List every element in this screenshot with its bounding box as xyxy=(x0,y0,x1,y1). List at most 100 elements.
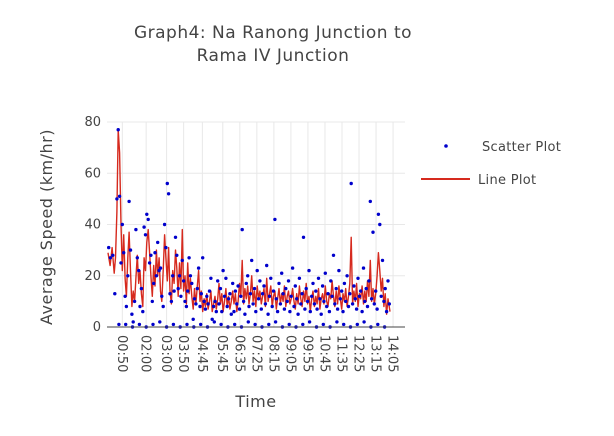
scatter-point xyxy=(387,302,391,306)
scatter-point xyxy=(221,268,225,273)
scatter-point xyxy=(378,222,382,227)
scatter-point xyxy=(211,304,216,309)
scatter-point xyxy=(207,289,212,293)
scatter-point xyxy=(372,302,376,306)
scatter-point xyxy=(190,281,194,286)
y-tick-label: 20 xyxy=(84,269,101,284)
scatter-point xyxy=(284,286,288,291)
scatter-point xyxy=(219,322,223,327)
scatter-point xyxy=(344,299,348,304)
scatter-point xyxy=(143,233,148,237)
scatter-point xyxy=(142,225,146,229)
scatter-point xyxy=(145,212,149,216)
scatter-point xyxy=(237,307,242,311)
scatter-point xyxy=(256,297,261,301)
scatter-point xyxy=(236,284,240,288)
scatter-point xyxy=(210,317,214,321)
scatter-point xyxy=(269,276,273,280)
scatter-point xyxy=(293,284,297,288)
scatter-point xyxy=(301,235,306,239)
scatter-point xyxy=(335,307,340,311)
scatter-point xyxy=(350,302,355,306)
scatter-point xyxy=(333,302,337,306)
scatter-point xyxy=(285,299,289,304)
scatter-point xyxy=(224,276,228,280)
scatter-point xyxy=(326,292,330,296)
scatter-point xyxy=(289,294,293,298)
scatter-point xyxy=(362,320,366,324)
scatter-point xyxy=(169,299,174,304)
scatter-point xyxy=(166,192,171,196)
scatter-point xyxy=(277,281,281,286)
scatter-point xyxy=(176,286,180,291)
scatter-point xyxy=(341,309,345,314)
scatter-point xyxy=(213,299,217,304)
scatter-point xyxy=(171,274,175,278)
scatter-point xyxy=(280,271,284,275)
scatter-point xyxy=(226,297,231,301)
scatter-point xyxy=(132,299,137,304)
scatter-point xyxy=(162,222,167,227)
x-tick-label: 09:55 xyxy=(299,335,314,372)
scatter-point xyxy=(355,322,359,327)
scatter-point xyxy=(321,322,325,327)
scatter-point xyxy=(282,307,287,311)
scatter-point xyxy=(222,294,227,298)
scatter-point xyxy=(149,253,153,257)
scatter-point xyxy=(342,322,346,327)
scatter-point xyxy=(274,297,278,301)
scatter-point xyxy=(232,309,236,314)
scatter-point xyxy=(203,307,208,311)
scatter-point xyxy=(273,217,277,222)
scatter-point xyxy=(304,286,308,291)
scatter-point xyxy=(154,274,159,278)
scatter-point xyxy=(240,227,244,232)
scatter-point xyxy=(353,297,357,301)
scatter-point xyxy=(235,302,239,306)
scatter-point xyxy=(172,289,176,293)
x-tick-label: 11:35 xyxy=(333,335,348,372)
scatter-point xyxy=(342,281,347,286)
scatter-point xyxy=(177,274,182,278)
y-tick-label: 0 xyxy=(93,320,101,335)
x-tick-label: 14:05 xyxy=(385,335,400,372)
scatter-point xyxy=(120,222,125,227)
scatter-point xyxy=(158,320,162,324)
scatter-point xyxy=(267,322,271,327)
scatter-point xyxy=(122,251,126,255)
scatter-point xyxy=(307,268,311,273)
scatter-point xyxy=(266,312,270,316)
scatter-point xyxy=(192,297,197,301)
scatter-point xyxy=(218,286,223,291)
scatter-point xyxy=(199,292,203,296)
scatter-point xyxy=(156,240,160,245)
scatter-point xyxy=(320,284,325,288)
scatter-point xyxy=(296,312,300,316)
scatter-point xyxy=(286,279,291,283)
scatter-point xyxy=(231,281,235,286)
chart-title: Graph4: Na Ranong Junction to Rama IV Ju… xyxy=(134,23,412,66)
x-tick-label: 03:50 xyxy=(175,335,190,372)
scatter-point xyxy=(292,304,296,309)
scatter-point xyxy=(124,304,129,309)
scatter-point xyxy=(305,299,310,304)
scatter-point xyxy=(331,253,336,257)
scatter-point xyxy=(113,292,117,296)
scatter-point xyxy=(146,217,150,222)
scatter-point xyxy=(233,289,238,293)
scatter-point xyxy=(111,253,115,257)
scatter-point xyxy=(225,304,229,309)
scatter-point xyxy=(157,268,161,273)
scatter-point xyxy=(368,199,372,204)
scatter-point xyxy=(212,320,216,324)
scatter-point xyxy=(108,256,113,260)
scatter-point xyxy=(123,294,127,298)
scatter-point xyxy=(335,320,339,324)
scatter-point xyxy=(216,279,220,283)
scatter-point xyxy=(247,304,251,309)
scatter-point xyxy=(199,322,203,327)
scatter-point xyxy=(265,263,269,268)
scatter-point xyxy=(357,294,362,298)
line-series xyxy=(107,129,391,315)
scatter-point xyxy=(348,292,352,296)
